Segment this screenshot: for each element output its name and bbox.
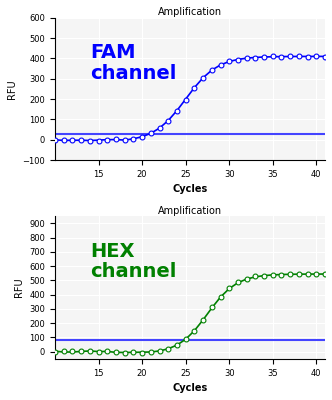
X-axis label: Cycles: Cycles — [172, 184, 208, 194]
Text: HEX
channel: HEX channel — [90, 242, 177, 282]
Text: FAM
channel: FAM channel — [90, 43, 177, 83]
Y-axis label: RFU: RFU — [7, 79, 17, 99]
X-axis label: Cycles: Cycles — [172, 383, 208, 393]
Title: Amplification: Amplification — [158, 206, 222, 216]
Title: Amplification: Amplification — [158, 7, 222, 17]
Y-axis label: RFU: RFU — [14, 278, 24, 297]
